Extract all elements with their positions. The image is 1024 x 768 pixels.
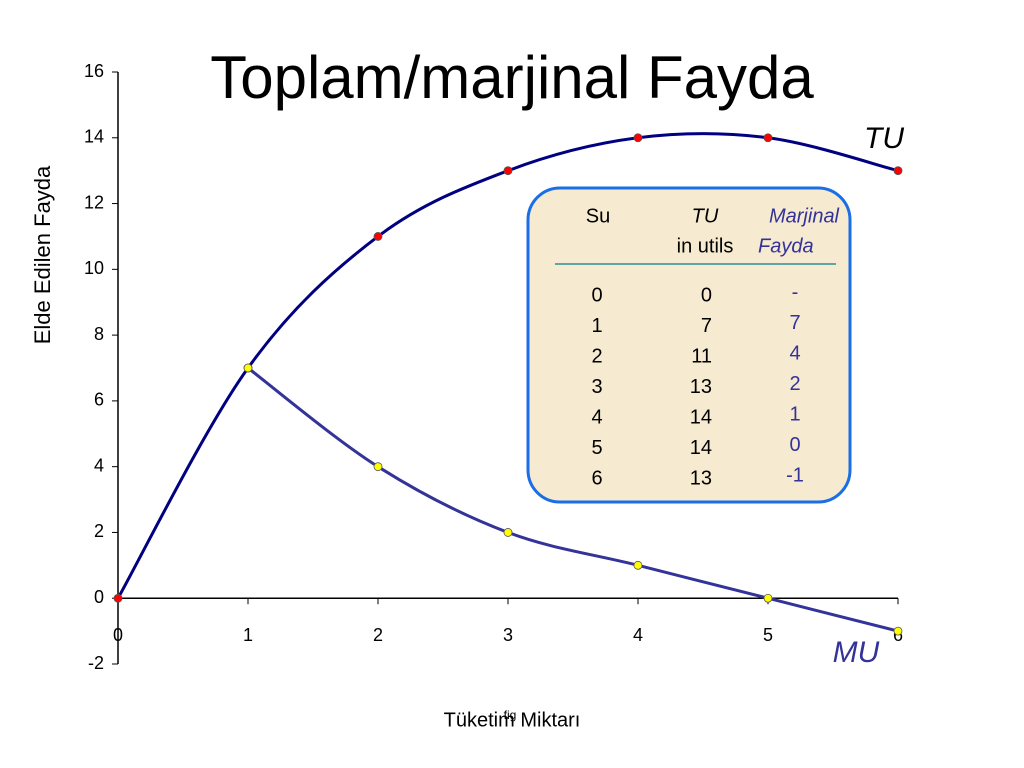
table-header: Su bbox=[586, 205, 610, 227]
y-tick-label: 0 bbox=[94, 587, 104, 607]
table-cell: 11 bbox=[691, 345, 712, 367]
data-point bbox=[633, 133, 643, 143]
x-axis-label: Tüketim Miktarı bbox=[444, 709, 581, 731]
table-cell: 0 bbox=[789, 434, 800, 456]
table-header: TU bbox=[692, 205, 719, 227]
y-tick-label: 8 bbox=[94, 324, 104, 344]
data-point bbox=[503, 528, 513, 537]
table-cell: -1 bbox=[786, 464, 804, 486]
table-cell: 5 bbox=[591, 437, 602, 459]
data-point bbox=[893, 166, 903, 176]
data-point bbox=[113, 593, 123, 603]
table-cell: 14 bbox=[690, 437, 712, 459]
data-point bbox=[893, 626, 903, 636]
y-tick-label: 6 bbox=[94, 390, 104, 410]
y-tick-label: 16 bbox=[84, 61, 104, 81]
x-axis-overlay: fig bbox=[504, 708, 517, 722]
table-cell: 7 bbox=[701, 315, 712, 337]
x-tick-label: 2 bbox=[373, 625, 383, 645]
table-cell: 2 bbox=[591, 345, 602, 367]
data-point bbox=[633, 560, 643, 570]
table-cell: 3 bbox=[591, 376, 602, 398]
x-tick-label: 0 bbox=[113, 625, 123, 645]
table-cell: 0 bbox=[701, 284, 712, 306]
series-label: MU bbox=[833, 636, 880, 669]
table-cell: 7 bbox=[789, 312, 800, 334]
chart-title: Toplam/marjinal Fayda bbox=[210, 44, 814, 111]
table-box bbox=[526, 186, 852, 504]
data-point bbox=[243, 363, 253, 373]
series-label: TU bbox=[864, 122, 904, 155]
table-cell: 6 bbox=[591, 467, 602, 489]
data-point bbox=[503, 166, 513, 176]
x-tick-label: 4 bbox=[633, 625, 643, 645]
y-tick-label: -2 bbox=[88, 653, 104, 673]
table-cell: 13 bbox=[690, 467, 712, 489]
table-cell: 14 bbox=[690, 406, 712, 428]
table-cell: 4 bbox=[591, 406, 602, 428]
table-cell: 1 bbox=[789, 403, 800, 425]
data-point bbox=[763, 593, 773, 603]
y-tick-label: 10 bbox=[84, 258, 104, 278]
table-cell: 4 bbox=[789, 342, 800, 364]
series-line bbox=[247, 366, 899, 633]
table-header: in utils bbox=[677, 235, 734, 257]
x-tick-label: 3 bbox=[503, 625, 513, 645]
table-cell: 1 bbox=[591, 315, 602, 337]
table-cell: 0 bbox=[591, 284, 602, 306]
y-tick-label: 4 bbox=[94, 455, 104, 475]
table-cell: - bbox=[792, 281, 799, 303]
table-cell: 2 bbox=[789, 373, 800, 395]
table-header: Fayda bbox=[758, 235, 814, 257]
data-point bbox=[373, 462, 383, 472]
data-point bbox=[763, 133, 773, 143]
y-tick-label: 14 bbox=[84, 127, 104, 147]
table-cell: 13 bbox=[690, 376, 712, 398]
data-point bbox=[373, 232, 383, 241]
y-axis-label: Elde Edilen Fayda bbox=[30, 165, 55, 344]
data-table: Su TU in utils Marjinal Fayda 0 0 -1 7 72 11 4… bbox=[526, 186, 852, 504]
x-tick-label: 1 bbox=[243, 625, 253, 645]
table-header: Marjinal bbox=[769, 205, 840, 227]
x-tick-label: 5 bbox=[763, 625, 773, 645]
y-tick-label: 2 bbox=[94, 521, 104, 541]
y-tick-label: 12 bbox=[84, 192, 104, 212]
